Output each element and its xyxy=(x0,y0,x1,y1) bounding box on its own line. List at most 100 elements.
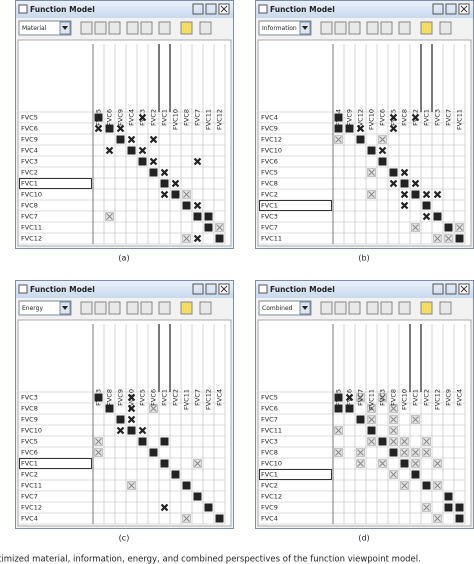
toolbar-button[interactable] xyxy=(126,301,139,315)
toolbar-button[interactable] xyxy=(366,301,379,315)
window-title: Function Model xyxy=(30,5,95,14)
column-label: FVC3 xyxy=(434,109,442,126)
toolbar-button[interactable] xyxy=(199,21,212,35)
toolbar-button[interactable] xyxy=(180,21,193,35)
title-bar xyxy=(16,1,233,18)
window-icon xyxy=(18,284,28,294)
weak-dependency xyxy=(368,438,375,445)
weak-dependency xyxy=(335,136,342,143)
strong-dependency xyxy=(160,168,169,177)
row-label: FVC3 xyxy=(21,394,38,402)
column-label: FVC4 xyxy=(456,389,464,406)
strong-dependency xyxy=(138,113,147,122)
close-x xyxy=(220,5,228,13)
toolbar-button[interactable] xyxy=(398,301,411,315)
perspective-dropdown[interactable] xyxy=(18,20,72,36)
title-button[interactable] xyxy=(192,283,204,295)
diagonal-cell xyxy=(356,135,365,144)
row-label: FVC8 xyxy=(21,202,38,210)
row-label: FVC8 xyxy=(21,405,38,413)
weak-dependency xyxy=(390,438,397,445)
weak-dependency xyxy=(95,449,102,456)
diagonal-cell xyxy=(160,437,169,446)
title-button[interactable] xyxy=(192,3,204,15)
row-label: FVC5 xyxy=(261,394,278,402)
diagonal-cell xyxy=(444,223,453,232)
column-label: FVC9 xyxy=(117,389,125,406)
diagonal-cell xyxy=(400,459,409,468)
perspective-dropdown[interactable] xyxy=(258,300,312,316)
toolbar-button[interactable] xyxy=(439,21,452,35)
diagonal-cell xyxy=(422,481,431,490)
toolbar-button[interactable] xyxy=(380,301,393,315)
toolbar-button[interactable] xyxy=(420,21,433,35)
close-x xyxy=(460,5,468,13)
title-button[interactable] xyxy=(445,3,457,15)
toolbar-button[interactable] xyxy=(158,21,171,35)
toolbar-button[interactable] xyxy=(420,301,433,315)
diagonal-cell xyxy=(389,168,398,177)
diagonal-cell xyxy=(116,415,125,424)
toolbar-button[interactable] xyxy=(348,301,361,315)
toolbar-button[interactable] xyxy=(108,21,121,35)
strong-dependency xyxy=(116,124,125,133)
column-label: FVC2 xyxy=(172,389,180,406)
toolbar-button[interactable] xyxy=(348,21,361,35)
toolbar-button[interactable] xyxy=(334,21,347,35)
row-label: FVC8 xyxy=(261,449,278,457)
panel-caption: (b) xyxy=(358,254,369,263)
toolbar-button[interactable] xyxy=(199,301,212,315)
title-button[interactable] xyxy=(445,283,457,295)
strong-dependency xyxy=(193,201,202,210)
column-label: FVC12 xyxy=(216,109,224,130)
toolbar-button[interactable] xyxy=(320,301,333,315)
title-button[interactable] xyxy=(432,3,444,15)
title-bar xyxy=(256,281,473,298)
strong-dependency xyxy=(138,146,147,155)
diagonal-cell xyxy=(378,157,387,166)
title-button[interactable] xyxy=(205,283,217,295)
perspective-dropdown[interactable] xyxy=(258,20,312,36)
toolbar-button[interactable] xyxy=(140,21,153,35)
diagonal-cell xyxy=(433,212,442,221)
window-title: Function Model xyxy=(270,285,335,294)
selected-row xyxy=(19,458,92,469)
toolbar-button[interactable] xyxy=(158,301,171,315)
toolbar-button[interactable] xyxy=(334,301,347,315)
column-label: FVC6 xyxy=(379,109,387,126)
column-label: FVC5 xyxy=(139,389,147,406)
perspective-dropdown[interactable] xyxy=(18,300,72,316)
toolbar-button[interactable] xyxy=(320,21,333,35)
toolbar-button[interactable] xyxy=(180,301,193,315)
toolbar-button[interactable] xyxy=(366,21,379,35)
diagonal-cell xyxy=(105,124,114,133)
title-button[interactable] xyxy=(432,283,444,295)
toolbar-button[interactable] xyxy=(80,21,93,35)
column-label: FVC8 xyxy=(401,109,409,126)
toolbar-button[interactable] xyxy=(140,301,153,315)
column-label: FVC4 xyxy=(128,109,136,126)
row-label: FVC9 xyxy=(21,416,38,424)
toolbar-button[interactable] xyxy=(439,301,452,315)
strong-dependency xyxy=(400,201,409,210)
diagonal-cell xyxy=(389,448,398,457)
column-label: FVC10 xyxy=(128,389,136,410)
strong-dependency xyxy=(127,404,136,413)
toolbar-button[interactable] xyxy=(398,21,411,35)
toolbar-button[interactable] xyxy=(108,301,121,315)
title-button[interactable] xyxy=(205,3,217,15)
toolbar-button[interactable] xyxy=(380,21,393,35)
toolbar-button[interactable] xyxy=(94,301,107,315)
strong-dependency xyxy=(400,190,409,199)
row-label: FVC7 xyxy=(21,213,38,221)
diagonal-cell xyxy=(127,426,136,435)
weak-dependency xyxy=(434,482,441,489)
column-label: FVC7 xyxy=(357,389,365,406)
toolbar-button[interactable] xyxy=(94,21,107,35)
column-label: FVC9 xyxy=(445,389,453,406)
toolbar-button[interactable] xyxy=(126,21,139,35)
column-label: FVC12 xyxy=(205,389,213,410)
diagonal-cell xyxy=(204,223,213,232)
toolbar-button[interactable] xyxy=(80,301,93,315)
